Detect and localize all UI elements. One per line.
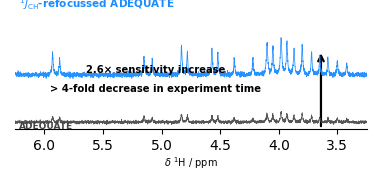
Text: $^1J_{\mathrm{CH}}$-refocussed ADEQUATE: $^1J_{\mathrm{CH}}$-refocussed ADEQUATE: [19, 0, 174, 12]
X-axis label: $\delta$ $^1$H / ppm: $\delta$ $^1$H / ppm: [164, 155, 218, 171]
Text: > 4-fold decrease in experiment time: > 4-fold decrease in experiment time: [50, 84, 261, 94]
Text: 2.6× sensitivity increase: 2.6× sensitivity increase: [86, 65, 225, 75]
Text: ADEQUATE: ADEQUATE: [19, 122, 73, 131]
